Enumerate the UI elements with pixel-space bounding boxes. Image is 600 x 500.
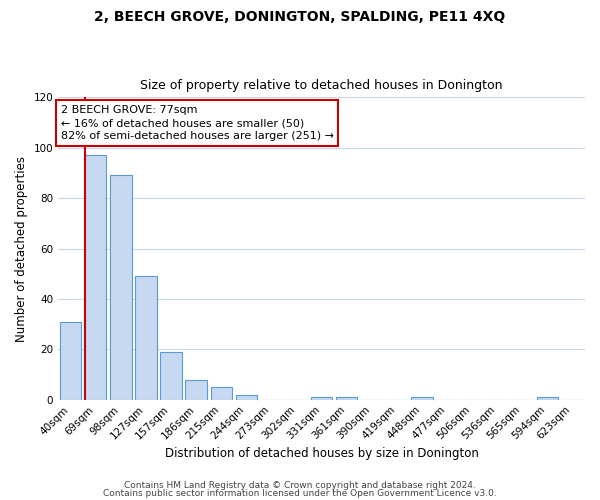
Bar xyxy=(311,397,332,400)
Bar xyxy=(110,176,131,400)
Bar xyxy=(336,397,358,400)
Text: 2, BEECH GROVE, DONINGTON, SPALDING, PE11 4XQ: 2, BEECH GROVE, DONINGTON, SPALDING, PE1… xyxy=(94,10,506,24)
Text: Contains HM Land Registry data © Crown copyright and database right 2024.: Contains HM Land Registry data © Crown c… xyxy=(124,481,476,490)
Y-axis label: Number of detached properties: Number of detached properties xyxy=(15,156,28,342)
Bar xyxy=(185,380,207,400)
Text: Contains public sector information licensed under the Open Government Licence v3: Contains public sector information licen… xyxy=(103,488,497,498)
Bar xyxy=(60,322,82,400)
Bar xyxy=(411,397,433,400)
X-axis label: Distribution of detached houses by size in Donington: Distribution of detached houses by size … xyxy=(164,447,479,460)
Bar xyxy=(85,156,106,400)
Bar xyxy=(160,352,182,400)
Bar xyxy=(537,397,558,400)
Title: Size of property relative to detached houses in Donington: Size of property relative to detached ho… xyxy=(140,79,503,92)
Bar xyxy=(136,276,157,400)
Bar xyxy=(236,394,257,400)
Text: 2 BEECH GROVE: 77sqm
← 16% of detached houses are smaller (50)
82% of semi-detac: 2 BEECH GROVE: 77sqm ← 16% of detached h… xyxy=(61,105,334,142)
Bar xyxy=(211,387,232,400)
